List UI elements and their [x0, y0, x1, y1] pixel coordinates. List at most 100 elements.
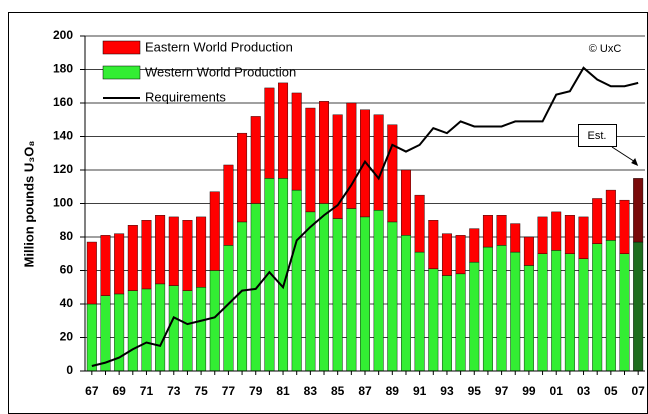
bar-segment	[537, 216, 548, 254]
bar-segment	[86, 241, 97, 305]
bar-segment	[592, 243, 603, 372]
bar-segment	[373, 209, 384, 372]
est-arrow	[611, 146, 636, 163]
bar-segment	[605, 189, 616, 241]
x-tick-label: 71	[140, 384, 154, 398]
bar-segment	[414, 251, 425, 372]
bar-segment	[373, 114, 384, 211]
x-tick-label: 69	[112, 384, 126, 398]
bar-segment	[346, 102, 357, 209]
bar-segment	[305, 107, 316, 213]
y-tick-label: 160	[53, 95, 73, 109]
y-tick-label: 0	[66, 363, 73, 377]
bar-segment	[360, 216, 370, 372]
y-tick-label: 20	[60, 330, 74, 344]
bar-segment	[428, 220, 439, 270]
bar-segment	[387, 124, 398, 223]
bar-segment	[564, 215, 575, 254]
x-tick-label: 93	[440, 384, 454, 398]
x-tick-label: 83	[304, 384, 318, 398]
bar-segment	[551, 250, 562, 372]
bar-segment	[332, 218, 343, 372]
bar-segment	[196, 216, 207, 288]
bar-segment	[319, 101, 330, 204]
bar-segment	[551, 211, 562, 251]
bar-segment	[155, 283, 166, 372]
bar-segment	[346, 208, 357, 372]
bar-segment	[469, 261, 480, 372]
bar-segment	[428, 268, 439, 372]
bar-segment	[592, 198, 603, 244]
x-tick-label: 75	[194, 384, 208, 398]
x-tick-label: 81	[276, 384, 290, 398]
bar-segment	[564, 253, 575, 372]
x-tick-label: 03	[577, 384, 591, 398]
bar-segment	[196, 287, 207, 372]
y-tick-label: 80	[60, 229, 74, 243]
bar-segment	[100, 295, 111, 372]
legend-swatch	[102, 65, 141, 80]
bar-segment	[264, 87, 275, 179]
x-tick-label: 85	[331, 384, 345, 398]
bar-segment	[332, 114, 343, 219]
bar-segment	[482, 246, 493, 372]
bar-segment	[455, 273, 466, 372]
y-tick-label: 40	[60, 296, 74, 310]
y-tick-label: 120	[53, 162, 73, 176]
est-label: Est.	[588, 130, 607, 142]
bar-segment	[414, 194, 425, 253]
x-tick-label: 05	[604, 384, 618, 398]
legend-swatch	[102, 40, 141, 55]
bar-segment	[441, 275, 452, 372]
x-tick-label: 99	[522, 384, 536, 398]
bar-segment	[578, 258, 589, 372]
y-tick-label: 100	[53, 196, 73, 210]
bar-segment	[250, 116, 261, 204]
bar-segment	[291, 189, 302, 372]
bar-segment	[305, 211, 316, 372]
x-tick-label: 89	[386, 384, 400, 398]
bar-segment	[86, 303, 97, 372]
y-tick-label: 200	[53, 28, 73, 42]
legend-label: Eastern World Production	[145, 39, 293, 54]
bar-segment	[619, 199, 630, 254]
bar-segment	[141, 220, 152, 290]
est-arrowhead	[631, 158, 639, 166]
y-tick-label: 60	[60, 263, 74, 277]
est-box	[578, 124, 617, 147]
bar-segment	[537, 253, 548, 372]
bar-segment	[469, 228, 480, 263]
bar-segment	[250, 203, 261, 372]
bar-segment	[605, 240, 616, 372]
bar-segment	[633, 178, 644, 243]
y-axis-label: Million pounds U₃O₈	[21, 141, 36, 268]
bar-segment	[168, 216, 179, 286]
bar-segment	[141, 288, 152, 372]
bar-segment	[209, 191, 220, 271]
bar-segment	[237, 132, 248, 223]
legend-label: Requirements	[145, 89, 226, 104]
bar-segment	[619, 253, 630, 372]
bar-segment	[441, 233, 452, 276]
x-tick-label: 73	[167, 384, 181, 398]
bar-segment	[510, 251, 521, 372]
x-tick-label: 95	[468, 384, 482, 398]
requirements-line	[91, 66, 639, 367]
y-tick-label: 140	[53, 129, 73, 143]
x-tick-label: 67	[85, 384, 99, 398]
bar-segment	[496, 215, 507, 246]
x-tick-label: 01	[550, 384, 564, 398]
bar-segment	[496, 245, 507, 372]
bar-segment	[127, 225, 138, 291]
bar-segment	[278, 82, 289, 179]
legend-label: Western World Production	[145, 64, 296, 79]
x-tick-label: 91	[413, 384, 427, 398]
bar-segment	[523, 265, 534, 372]
bar-segment	[400, 169, 411, 236]
bar-segment	[168, 285, 179, 372]
x-tick-label: 07	[631, 384, 645, 398]
bar-segment	[127, 290, 138, 372]
bar-segment	[209, 270, 220, 372]
bar-segment	[400, 235, 411, 372]
